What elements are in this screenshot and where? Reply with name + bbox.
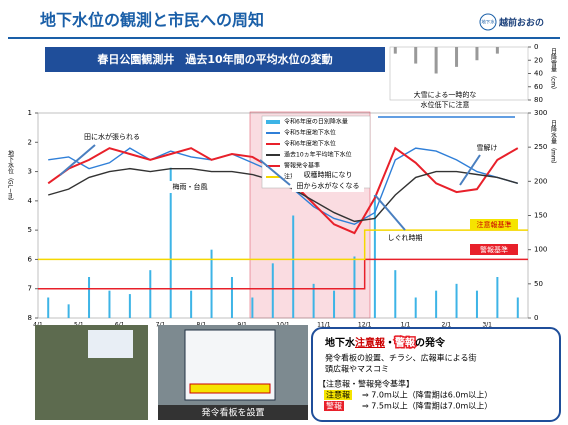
snow-bar <box>414 47 417 64</box>
notice-title-part: 地下水 <box>325 336 356 349</box>
rain-bar <box>517 298 519 319</box>
y3-tick-label: 20 <box>534 56 543 64</box>
y-tick-label: 2 <box>28 138 32 146</box>
rain-bar <box>47 298 49 319</box>
snow-bar <box>475 47 478 60</box>
y3-axis-label: 日降雪量（cm） <box>550 48 557 93</box>
y-tick-label: 8 <box>28 314 32 322</box>
rain-bar <box>231 277 233 318</box>
annotation: 田から水がなくなる <box>297 181 360 190</box>
criteria-text: ⇒ 7.5m以上（降雪期は7.0m以上） <box>362 401 492 411</box>
rain-bar <box>88 277 90 318</box>
annotation: 警報基準 <box>480 245 508 254</box>
annotation: 収穫時期になり <box>304 170 353 179</box>
rain-bar <box>149 270 151 318</box>
annotation: 梅雨・台風 <box>173 182 208 191</box>
y2-tick-label: 50 <box>534 280 543 288</box>
annotation: しぐれ時期 <box>388 234 423 242</box>
y-tick-label: 6 <box>28 255 33 263</box>
snow-bar <box>455 47 458 67</box>
legend-label: 過去10ヵ年平均地下水位 <box>284 151 352 159</box>
snow-bar <box>394 47 397 54</box>
rain-bar <box>251 298 253 319</box>
annotation: 雪解け <box>477 143 498 152</box>
legend-label: 令和5年度地下水位 <box>284 129 336 137</box>
slide: 地下水位の観測と市民への周知 地下水 越前おおの 春日公園観測井 過去10年間の… <box>0 0 568 425</box>
y2-axis-label: 日降水量（mm） <box>550 120 557 168</box>
rain-bar <box>108 291 110 318</box>
notice-title-part: 注意報 <box>355 336 386 349</box>
y2-tick-label: 100 <box>534 246 547 254</box>
rain-bar <box>456 284 458 318</box>
snow-bar <box>435 47 438 74</box>
rain-bar <box>496 277 498 318</box>
logo-text: 越前おおの <box>498 17 544 29</box>
sign-alert <box>190 384 270 393</box>
y2-tick-label: 300 <box>534 109 547 117</box>
rain-bar <box>272 263 274 318</box>
snow-bar <box>496 47 499 54</box>
annotation: 大雪による一時的な <box>414 90 477 99</box>
criteria-title: 【注意報・警報発令基準】 <box>318 379 414 389</box>
logo-badge-text: 地下水 <box>481 19 495 26</box>
y2-tick-label: 250 <box>534 143 547 151</box>
rain-bar <box>129 294 131 318</box>
notice-title-part: ・ <box>385 338 395 349</box>
photo-caption: 発令看板を設置 <box>201 407 264 419</box>
legend-label: 令和6年度地下水位 <box>284 140 336 148</box>
rain-bar <box>353 257 355 319</box>
rain-bar <box>190 291 192 318</box>
page-title: 地下水位の観測と市民への周知 <box>40 11 264 30</box>
rain-bar <box>435 291 437 318</box>
rain-bar <box>333 291 335 318</box>
y-axis-label: 地下水位（GL−m） <box>7 149 14 205</box>
chart-title: 春日公園観測井 過去10年間の平均水位の変動 <box>97 52 332 66</box>
rain-bar <box>415 298 417 319</box>
y3-tick-label: 80 <box>534 96 543 104</box>
rain-bar <box>476 291 478 318</box>
criteria-name: 注意報 <box>326 390 350 400</box>
notice-title: 地下水注意報・警報の発令 <box>325 336 446 349</box>
annotation: 注意報基準 <box>477 220 512 229</box>
y-tick-label: 5 <box>28 226 32 234</box>
notice-body: 発令看板の設置、チラシ、広報車による街 <box>325 353 476 363</box>
rain-bar <box>292 216 294 319</box>
criteria-text: ⇒ 7.0m以上（降雪期は6.0m以上） <box>362 390 492 400</box>
y2-tick-label: 0 <box>534 314 538 322</box>
y2-tick-label: 200 <box>534 177 547 185</box>
criteria-name: 警報 <box>326 401 342 411</box>
legend-label: 警報発令基準 <box>284 162 320 170</box>
notice-body: 頭広報やマスコミ <box>325 364 389 374</box>
y-tick-label: 4 <box>28 197 33 205</box>
annotation: 田に水が張られる <box>84 132 140 141</box>
rain-bar <box>394 270 396 318</box>
notice-title-part: 警報 <box>394 336 416 349</box>
photo-display <box>88 330 133 358</box>
y-tick-label: 7 <box>28 285 32 293</box>
notice-title-part: の発令 <box>415 336 446 349</box>
y-tick-label: 1 <box>28 109 32 117</box>
annotation: 水位低下に注意 <box>421 100 470 109</box>
rain-bar <box>68 304 70 318</box>
y3-tick-label: 0 <box>534 43 538 51</box>
legend-label: 令和6年度の日別降水量 <box>284 118 348 126</box>
y-tick-label: 3 <box>28 168 32 176</box>
y3-tick-label: 40 <box>534 70 543 78</box>
y3-tick-label: 60 <box>534 83 543 91</box>
y2-tick-label: 150 <box>534 212 547 220</box>
